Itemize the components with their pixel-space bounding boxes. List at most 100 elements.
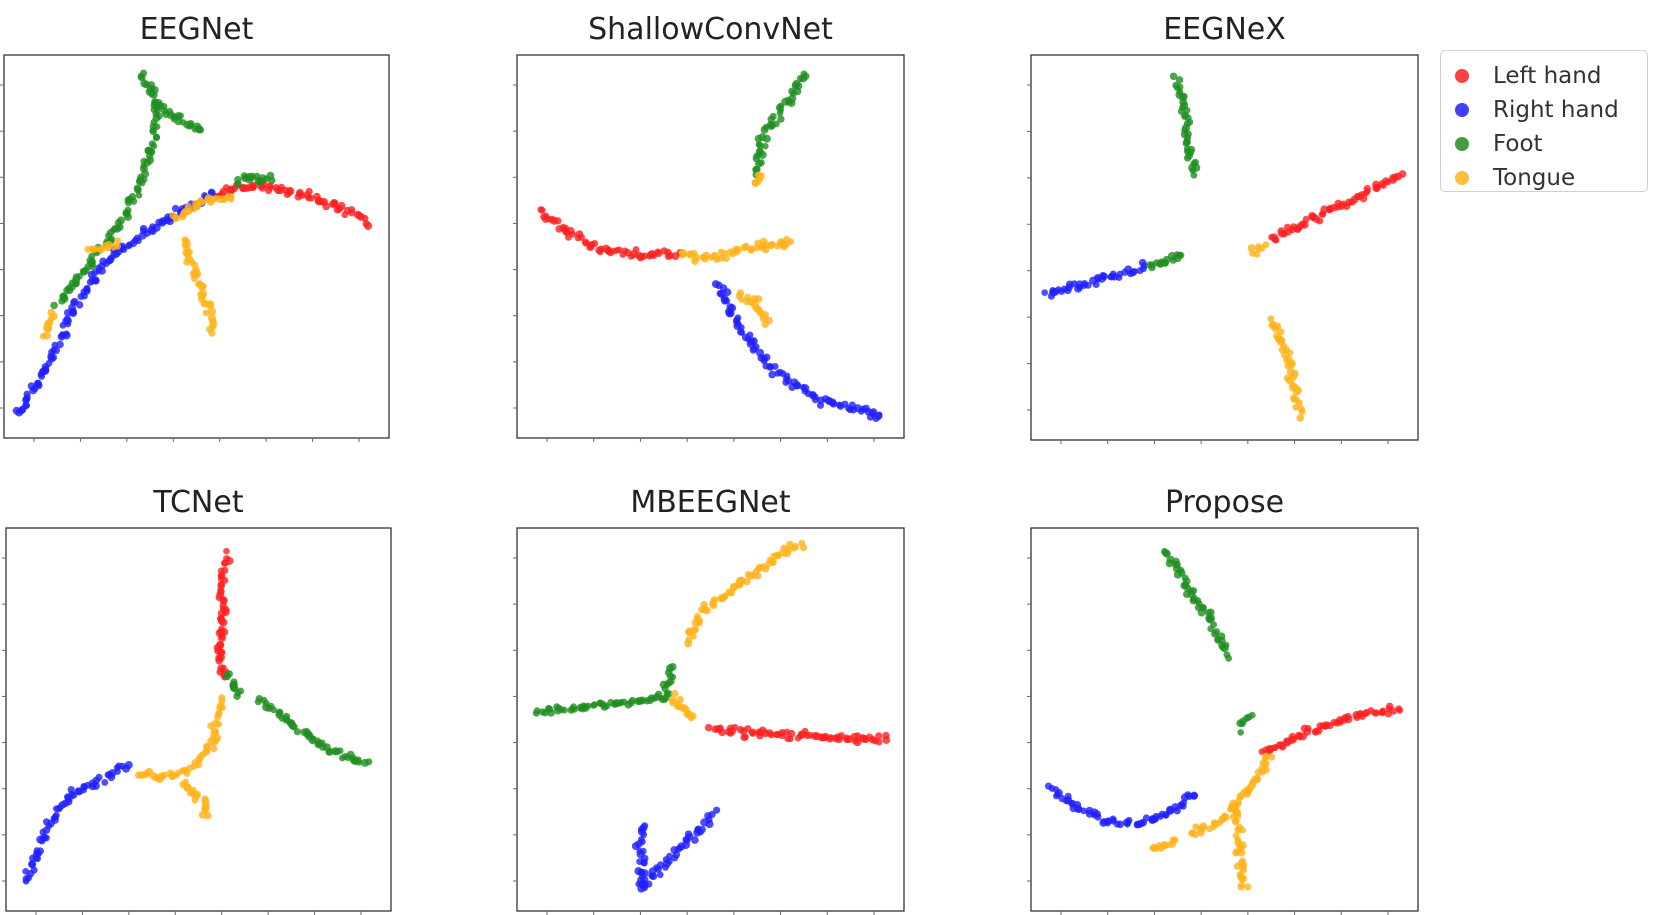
panel-eegnex: EEGNeX	[1027, 12, 1419, 444]
scatter-point	[254, 698, 262, 706]
scatter-point	[634, 867, 643, 876]
scatter-point	[783, 240, 791, 248]
scatter-point	[341, 211, 349, 219]
scatter-point	[193, 790, 201, 799]
panel-mbeegnet: MBEEGNet	[513, 485, 905, 915]
scatter-point	[217, 634, 226, 643]
scatter-point	[758, 133, 767, 142]
scatter-point	[845, 735, 854, 743]
legend-item-right-hand: Right hand	[1455, 93, 1647, 127]
scatter-point	[234, 180, 242, 188]
panel-propose: Propose	[1027, 485, 1419, 915]
legend-marker-left-hand	[1455, 69, 1469, 83]
scatter-point	[160, 771, 168, 779]
legend-marker-foot	[1455, 137, 1469, 151]
scatter-point	[1177, 568, 1186, 577]
scatter-point	[1289, 373, 1298, 381]
series-right-hand	[1044, 782, 1199, 829]
series-tongue	[668, 539, 808, 722]
scatter-point	[202, 309, 210, 317]
scatter-point	[1165, 559, 1174, 568]
scatter-point	[570, 703, 577, 710]
scatter-point	[569, 230, 577, 238]
legend-item-foot: Foot	[1455, 127, 1647, 161]
scatter-point	[702, 251, 711, 260]
scatter-point	[1092, 280, 1100, 289]
scatter-point	[736, 725, 745, 734]
scatter-point	[1238, 881, 1246, 888]
scatter-point	[227, 193, 235, 201]
scatter-point	[199, 282, 207, 291]
scatter-point	[554, 217, 562, 225]
scatter-point	[537, 206, 545, 214]
scatter-point	[1248, 711, 1256, 719]
scatter-point	[671, 689, 679, 698]
series-tongue	[134, 694, 226, 820]
scatter-point	[354, 756, 362, 764]
scatter-point	[720, 297, 729, 305]
scatter-point	[219, 618, 228, 627]
points-layer	[532, 539, 891, 893]
scatter-point	[691, 253, 701, 262]
scatter-point	[1199, 822, 1208, 831]
scatter-point	[1162, 549, 1171, 558]
panel-shallowconvnet: ShallowConvNet	[513, 12, 905, 442]
scatter-point	[545, 705, 554, 713]
scatter-point	[1253, 774, 1261, 782]
scatter-point	[91, 781, 100, 790]
scatter-point	[1294, 386, 1302, 395]
series-right-hand	[631, 806, 721, 893]
scatter-point	[760, 357, 768, 365]
scatter-point	[1244, 883, 1252, 891]
series-left-hand	[1268, 170, 1407, 244]
scatter-point	[788, 87, 796, 95]
scatter-point	[708, 810, 716, 819]
scatter-point	[186, 122, 194, 130]
scatter-point	[1109, 817, 1117, 825]
scatter-point	[1175, 76, 1184, 84]
scatter-point	[829, 400, 838, 408]
scatter-point	[1223, 651, 1231, 659]
scatter-point	[698, 825, 706, 834]
scatter-point	[1309, 213, 1318, 222]
scatter-point	[208, 329, 216, 337]
legend-marker-right-hand	[1455, 103, 1469, 117]
scatter-point	[298, 191, 306, 200]
scatter-point	[113, 224, 122, 233]
scatter-point	[1378, 709, 1386, 717]
scatter-point	[1283, 737, 1292, 746]
scatter-point	[802, 72, 810, 80]
scatter-point	[1173, 806, 1181, 815]
scatter-point	[1359, 194, 1368, 203]
scatter-point	[52, 811, 60, 819]
scatter-point	[772, 731, 780, 739]
scatter-point	[1210, 819, 1218, 827]
series-right-hand	[1041, 258, 1148, 300]
scatter-point	[1220, 644, 1229, 653]
scatter-point	[750, 345, 758, 353]
scatter-point	[223, 671, 231, 679]
scatter-point	[1194, 597, 1202, 605]
scatter-point	[1302, 215, 1310, 223]
series-left-hand	[213, 547, 234, 681]
scatter-point	[171, 204, 180, 213]
scatter-point	[152, 133, 161, 141]
scatter-point	[1296, 414, 1305, 422]
scatter-point	[1398, 170, 1407, 178]
scatter-point	[1363, 184, 1372, 193]
series-left-hand	[1258, 702, 1404, 756]
scatter-point	[811, 732, 819, 740]
scatter-point	[1125, 816, 1133, 824]
scatter-point	[270, 706, 278, 714]
scatter-point	[28, 860, 37, 869]
scatter-point	[64, 797, 73, 806]
scatter-point	[196, 126, 205, 134]
scatter-point	[1150, 843, 1158, 851]
scatter-point	[684, 830, 693, 839]
scatter-point	[761, 142, 769, 150]
scatter-point	[787, 729, 796, 738]
scatter-point	[758, 150, 767, 159]
scatter-point	[150, 142, 158, 150]
points-layer	[12, 69, 373, 417]
series-left-hand	[704, 723, 891, 747]
